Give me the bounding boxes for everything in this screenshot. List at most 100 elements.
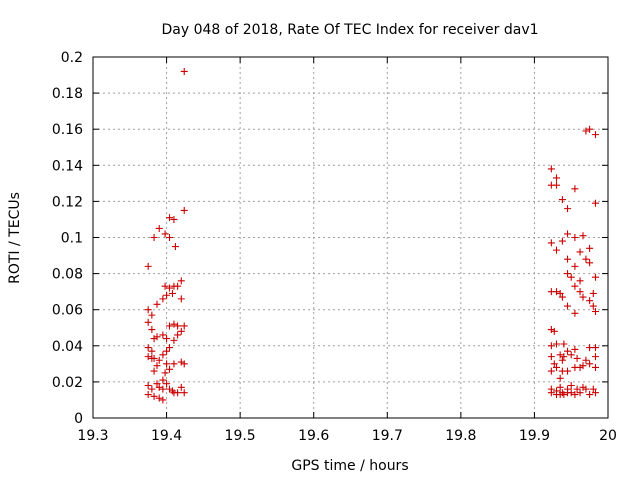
data-point: [576, 277, 584, 285]
data-point: [153, 362, 161, 370]
data-point: [571, 234, 579, 241]
x-tick-label: 19.9: [519, 428, 550, 444]
axis-ticks: 19.3 19.4 19.5 19.6 19.7 19.8 19.9 20 0 0.02 0.04 0…: [52, 50, 617, 444]
data-point: [177, 327, 185, 335]
data-point: [547, 342, 555, 350]
data-point: [144, 353, 152, 361]
data-point: [560, 353, 568, 361]
data-point: [571, 309, 579, 317]
data-point: [560, 391, 568, 399]
data-point: [582, 385, 590, 393]
data-point: [558, 293, 566, 301]
data-point: [161, 230, 169, 238]
data-point: [144, 262, 152, 270]
data-point: [564, 302, 572, 310]
data-point: [586, 391, 594, 399]
data-point: [582, 255, 590, 263]
data-point: [144, 306, 152, 314]
data-point: [582, 356, 590, 364]
data-point: [177, 383, 185, 391]
data-point: [161, 369, 169, 377]
data-point: [180, 322, 188, 330]
data-point: [174, 389, 182, 397]
data-point: [161, 282, 169, 290]
data-point: [591, 308, 599, 316]
data-point: [148, 385, 156, 393]
data-point: [571, 391, 579, 399]
data-point: [586, 360, 594, 368]
data-point: [579, 293, 587, 301]
data-point: [589, 289, 597, 297]
data-point: [148, 326, 156, 334]
data-point: [586, 125, 594, 133]
data-point: [150, 234, 158, 241]
data-point: [586, 297, 594, 305]
data-point: [576, 288, 584, 296]
data-point: [177, 277, 185, 285]
x-tick-label: 19.5: [225, 428, 256, 444]
data-point: [163, 335, 171, 343]
y-tick-label: 0.16: [52, 122, 83, 138]
data-point: [564, 270, 572, 278]
data-point: [556, 289, 564, 297]
data-point: [567, 389, 575, 397]
data-point: [170, 215, 178, 223]
data-point: [586, 344, 594, 352]
y-tick-label: 0.04: [52, 339, 83, 355]
data-point: [150, 354, 158, 362]
data-point: [567, 382, 575, 390]
data-point: [155, 394, 163, 402]
data-point: [589, 302, 597, 310]
data-point: [166, 284, 174, 292]
data-point: [586, 244, 594, 252]
data-point: [166, 322, 174, 330]
data-points: [144, 67, 599, 404]
data-point: [168, 289, 176, 297]
data-point: [591, 389, 599, 397]
data-point: [556, 383, 564, 391]
data-point: [166, 214, 174, 222]
data-point: [148, 311, 156, 319]
chart-title: Day 048 of 2018, Rate Of TEC Index for r…: [161, 22, 538, 38]
data-point: [166, 365, 174, 373]
data-point: [571, 262, 579, 270]
data-point: [166, 234, 174, 241]
data-point: [564, 347, 572, 355]
data-point: [556, 374, 564, 382]
data-point: [547, 165, 555, 173]
data-point: [553, 181, 560, 189]
data-point: [174, 282, 182, 290]
data-point: [571, 345, 579, 353]
data-point: [159, 385, 167, 393]
data-point: [153, 333, 161, 341]
data-point: [171, 243, 179, 251]
data-point: [576, 248, 584, 256]
data-point: [159, 396, 167, 404]
data-point: [547, 239, 555, 247]
x-tick-label: 19.4: [151, 428, 182, 444]
data-point: [553, 246, 560, 254]
y-tick-label: 0.06: [52, 303, 83, 319]
data-point: [550, 360, 558, 368]
data-point: [564, 205, 572, 213]
data-point: [174, 331, 182, 339]
data-point: [170, 360, 178, 368]
data-point: [556, 351, 564, 359]
data-point: [573, 354, 581, 362]
y-tick-label: 0.1: [61, 231, 83, 247]
x-tick-label: 19.8: [445, 428, 476, 444]
y-tick-label: 0.02: [52, 375, 83, 391]
data-point: [567, 273, 575, 281]
data-point: [155, 383, 163, 391]
data-point: [553, 174, 560, 182]
data-point: [564, 255, 572, 263]
x-tick-label: 19.7: [372, 428, 403, 444]
grid-lines: [93, 57, 608, 418]
data-point: [163, 380, 171, 388]
data-point: [166, 344, 174, 352]
data-point: [547, 389, 555, 397]
y-tick-label: 0.08: [52, 267, 83, 283]
data-point: [558, 196, 566, 204]
data-point: [180, 206, 188, 214]
data-point: [180, 389, 188, 397]
